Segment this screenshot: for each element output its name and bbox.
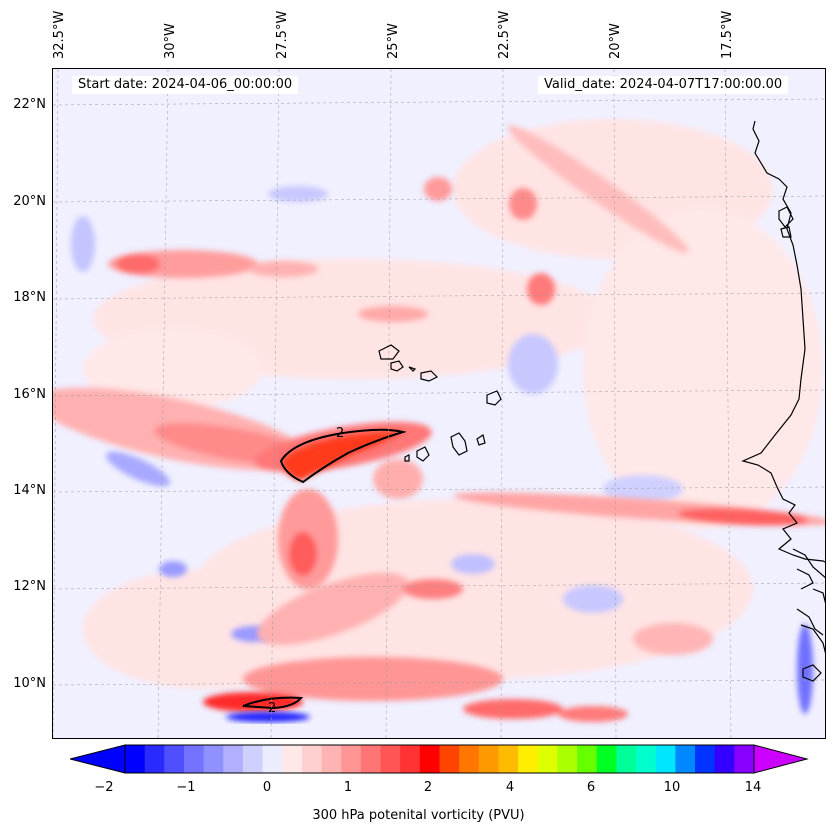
colorbar-segment-16 — [439, 745, 460, 773]
colorbar-tick-14: 14 — [744, 780, 762, 795]
colorbar-segments — [125, 745, 755, 773]
colorbar-segment-19 — [498, 745, 519, 773]
start-date-label: Start date: 2024-04-06_00:00:00 — [72, 76, 299, 94]
lat-label-10n: 10°N — [13, 676, 46, 691]
graticule — [53, 69, 825, 738]
colorbar-tick--1: −1 — [176, 780, 196, 795]
colorbar-segment-15 — [419, 745, 440, 773]
colorbar-segment-3 — [183, 745, 205, 773]
lon-label-17-5w: 17.5°W — [720, 10, 735, 59]
colorbar-segment-29 — [695, 745, 716, 773]
colorbar-segment-17 — [459, 745, 480, 773]
colorbar-tick-2: 2 — [423, 780, 433, 795]
colorbar-tick--2: −2 — [94, 780, 114, 795]
colorbar-segment-13 — [380, 745, 401, 773]
lon-label-32-5w: 32.5°W — [52, 10, 67, 59]
colorbar-segment-0 — [125, 745, 146, 773]
colorbar-segment-9 — [301, 745, 323, 773]
pv-field-map: 2 2 — [53, 69, 825, 738]
lat-label-14n: 14°N — [13, 483, 46, 498]
colorbar-segment-26 — [636, 745, 657, 773]
coastlines — [378, 120, 825, 682]
colorbar-tick-10: 10 — [663, 780, 681, 795]
colorbar-segment-4 — [203, 745, 224, 773]
lon-label-25w: 25°W — [386, 23, 401, 59]
colorbar-outline — [124, 744, 755, 774]
colorbar-segment-12 — [360, 745, 382, 773]
colorbar-segment-22 — [557, 745, 578, 773]
colorbar-segment-11 — [341, 745, 362, 773]
pv-2-contours — [242, 428, 407, 710]
colorbar-segment-8 — [282, 745, 303, 773]
lon-label-30w: 30°W — [163, 23, 178, 59]
map-panel: 2 2 — [52, 68, 826, 739]
colorbar-segment-10 — [321, 745, 342, 773]
colorbar-segment-25 — [616, 745, 637, 773]
lat-label-16n: 16°N — [13, 387, 46, 402]
contour-label-lower: 2 — [268, 701, 276, 716]
colorbar-segment-5 — [223, 745, 244, 773]
colorbar-under-arrow — [70, 744, 126, 774]
lat-label-18n: 18°N — [13, 290, 46, 305]
colorbar-segment-14 — [400, 745, 421, 773]
colorbar-segment-1 — [144, 745, 165, 773]
colorbar-segment-21 — [537, 745, 558, 773]
lat-label-22n: 22°N — [13, 97, 46, 112]
colorbar-tick-1: 1 — [343, 780, 353, 795]
lat-label-12n: 12°N — [13, 579, 46, 594]
colorbar-segment-2 — [164, 745, 185, 773]
lon-label-20w: 20°W — [608, 23, 623, 59]
colorbar-label: 300 hPa potenital vorticity (PVU) — [312, 808, 525, 823]
colorbar-segment-24 — [596, 745, 617, 773]
colorbar-segment-7 — [262, 745, 283, 773]
colorbar-segment-18 — [478, 745, 499, 773]
contour-label-upper: 2 — [336, 426, 344, 441]
lat-label-20n: 20°N — [13, 194, 46, 209]
lon-label-27-5w: 27.5°W — [275, 10, 290, 59]
colorbar-segment-30 — [714, 745, 735, 773]
colorbar-segment-31 — [734, 745, 755, 773]
colorbar-over-arrow — [753, 744, 809, 774]
colorbar-tick-6: 6 — [586, 780, 596, 795]
colorbar — [70, 744, 809, 774]
valid-date-label: Valid_date: 2024-04-07T17:00:00.00 — [538, 76, 789, 94]
colorbar-segment-20 — [518, 745, 539, 773]
colorbar-segment-28 — [675, 745, 696, 773]
colorbar-segment-23 — [577, 745, 598, 773]
colorbar-segment-6 — [242, 745, 264, 773]
lon-label-22-5w: 22.5°W — [497, 10, 512, 59]
colorbar-tick-0: 0 — [262, 780, 272, 795]
colorbar-tick-4: 4 — [505, 780, 515, 795]
colorbar-segment-27 — [655, 745, 676, 773]
